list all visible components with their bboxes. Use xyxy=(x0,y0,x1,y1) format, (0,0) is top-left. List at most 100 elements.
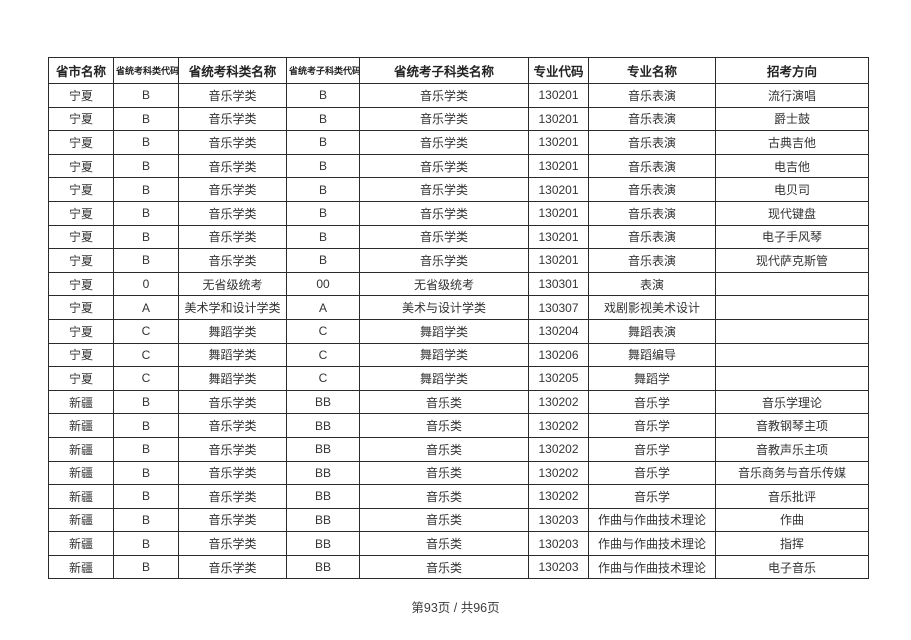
table-cell: A xyxy=(113,295,179,320)
table-row: 新疆 B 音乐学类 BB 音乐类 130203 作曲与作曲技术理论 指挥 xyxy=(48,531,869,556)
table-cell: 音乐类 xyxy=(359,507,529,533)
table-cell: B xyxy=(286,248,360,273)
table-row: 宁夏 B 音乐学类 B 音乐学类 130201 音乐表演 现代键盘 xyxy=(48,200,869,226)
table-cell: B xyxy=(113,413,179,438)
table-cell: B xyxy=(286,106,360,132)
table-cell: B xyxy=(113,554,179,580)
table-cell: 音乐学类 xyxy=(178,177,287,202)
table-cell: 130204 xyxy=(528,318,589,344)
table-row: 宁夏 B 音乐学类 B 音乐学类 130201 音乐表演 电子手风琴 xyxy=(48,224,869,250)
table-cell: B xyxy=(113,484,179,509)
table-cell: 音乐学类 xyxy=(178,200,287,226)
table-cell: 新疆 xyxy=(48,436,114,462)
table-row: 新疆 B 音乐学类 BB 音乐类 130202 音乐学 音教钢琴主项 xyxy=(48,413,869,438)
table-row: 宁夏 B 音乐学类 B 音乐学类 130201 音乐表演 电吉他 xyxy=(48,153,869,179)
table-cell: 宁夏 xyxy=(48,248,114,273)
table-cell: 130201 xyxy=(528,83,589,108)
table-cell: 爵士鼓 xyxy=(715,106,869,132)
table-cell: 0 xyxy=(113,271,179,297)
table-row: 新疆 B 音乐学类 BB 音乐类 130203 作曲与作曲技术理论 作曲 xyxy=(48,507,869,533)
table-cell: BB xyxy=(286,413,360,438)
table-cell: 音乐学类 xyxy=(359,177,529,202)
table-cell: 130203 xyxy=(528,507,589,533)
table-cell: C xyxy=(113,342,179,368)
table-cell: 音乐学类 xyxy=(178,484,287,509)
exam-category-table: 省市名称 省统考科类代码 省统考科类名称 省统考子科类代码 省统考子科类名称 专业代码 专业… xyxy=(48,57,869,580)
table-cell: 130301 xyxy=(528,271,589,297)
column-header: 省统考科类代码 xyxy=(113,57,179,84)
table-cell: 音乐学 xyxy=(588,484,716,509)
table-cell: 音乐学 xyxy=(588,436,716,462)
table-header-row: 省市名称 省统考科类代码 省统考科类名称 省统考子科类代码 省统考子科类名称 专业代码 专业… xyxy=(48,57,869,84)
table-cell: 舞蹈学类 xyxy=(178,342,287,368)
table-cell: 音乐类 xyxy=(359,389,529,415)
table-cell: BB xyxy=(286,507,360,533)
table-cell: 宁夏 xyxy=(48,342,114,368)
table-cell: 130202 xyxy=(528,389,589,415)
table-cell xyxy=(715,295,869,320)
table-cell: 音乐表演 xyxy=(588,153,716,179)
table-cell: B xyxy=(286,200,360,226)
table-cell xyxy=(715,342,869,368)
table-cell: 舞蹈编导 xyxy=(588,342,716,368)
table-cell: BB xyxy=(286,484,360,509)
table-cell: 音乐学类 xyxy=(359,248,529,273)
table-cell: 现代键盘 xyxy=(715,200,869,226)
table-cell: 音乐表演 xyxy=(588,177,716,202)
table-cell: 音乐类 xyxy=(359,460,529,486)
table-cell: B xyxy=(113,106,179,132)
table-cell: C xyxy=(113,318,179,344)
column-header: 省统考子科类代码 xyxy=(286,57,360,84)
table-cell: 130201 xyxy=(528,200,589,226)
table-row: 新疆 B 音乐学类 BB 音乐类 130202 音乐学 音乐商务与音乐传媒 xyxy=(48,460,869,486)
table-cell: B xyxy=(286,177,360,202)
page-indicator: 第93页 / 共96页 xyxy=(411,601,500,615)
table-cell: 无省级统考 xyxy=(178,271,287,297)
table-cell: 音乐类 xyxy=(359,436,529,462)
table-cell: 宁夏 xyxy=(48,153,114,179)
table-cell: 音乐类 xyxy=(359,484,529,509)
table-cell: B xyxy=(286,130,360,155)
table-cell: 宁夏 xyxy=(48,271,114,297)
table-cell: 130206 xyxy=(528,342,589,368)
table-cell: 宁夏 xyxy=(48,177,114,202)
table-cell: C xyxy=(286,342,360,368)
table-cell: 音乐学类 xyxy=(178,389,287,415)
table-body: 宁夏 B 音乐学类 B 音乐学类 130201 音乐表演 流行演唱 宁夏 B 音乐学类 B 音乐学类 13… xyxy=(48,83,869,580)
table-row: 新疆 B 音乐学类 BB 音乐类 130202 音乐学 音乐批评 xyxy=(48,484,869,509)
table-cell: 音教钢琴主项 xyxy=(715,413,869,438)
table-cell: 130201 xyxy=(528,248,589,273)
table-row: 宁夏 B 音乐学类 B 音乐学类 130201 音乐表演 古典吉他 xyxy=(48,130,869,155)
table-cell: 音乐商务与音乐传媒 xyxy=(715,460,869,486)
column-header: 招考方向 xyxy=(715,57,869,84)
table-cell: 指挥 xyxy=(715,531,869,556)
table-row: 新疆 B 音乐学类 BB 音乐类 130202 音乐学 音教声乐主项 xyxy=(48,436,869,462)
table-cell: 130202 xyxy=(528,413,589,438)
table-cell: 舞蹈学类 xyxy=(359,366,529,391)
table-cell: 新疆 xyxy=(48,460,114,486)
table-cell: 音教声乐主项 xyxy=(715,436,869,462)
table-cell: 音乐表演 xyxy=(588,248,716,273)
table-cell: 音乐学类 xyxy=(178,436,287,462)
table-cell: 音乐学类 xyxy=(359,130,529,155)
table-cell: 130202 xyxy=(528,436,589,462)
table-cell: 音乐学类 xyxy=(359,153,529,179)
table-cell: B xyxy=(286,153,360,179)
table-cell: 电子手风琴 xyxy=(715,224,869,250)
table-cell xyxy=(715,318,869,344)
table-cell: 古典吉他 xyxy=(715,130,869,155)
table-cell: BB xyxy=(286,389,360,415)
column-header: 省统考子科类名称 xyxy=(359,57,529,84)
table-cell: 舞蹈学类 xyxy=(178,318,287,344)
table-cell: 音乐学 xyxy=(588,413,716,438)
table-cell: 音乐学类 xyxy=(359,83,529,108)
table-cell: 音乐学类 xyxy=(178,153,287,179)
table-cell: 音乐表演 xyxy=(588,83,716,108)
table-cell: 音乐学类 xyxy=(178,554,287,580)
table-cell: 戏剧影视美术设计 xyxy=(588,295,716,320)
table-cell: 音乐学类 xyxy=(359,106,529,132)
table-cell: 音乐表演 xyxy=(588,130,716,155)
table-cell: C xyxy=(286,366,360,391)
table-cell: 音乐类 xyxy=(359,554,529,580)
table-cell: C xyxy=(113,366,179,391)
